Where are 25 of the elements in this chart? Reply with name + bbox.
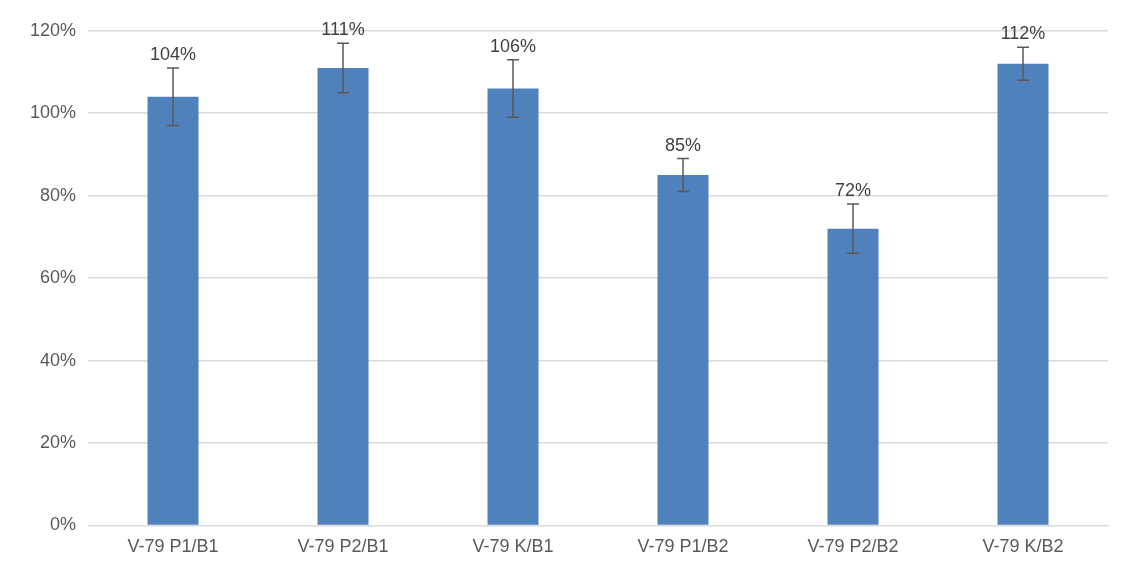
bar — [827, 228, 879, 525]
x-tick-label: V-79 K/B2 — [982, 536, 1064, 557]
data-label: 111% — [321, 19, 365, 40]
x-tick-label: V-79 P1/B2 — [637, 536, 729, 557]
bar — [997, 63, 1049, 525]
y-tick-label: 80% — [40, 184, 77, 205]
data-label: 106% — [490, 35, 537, 56]
y-tick-label: 20% — [40, 431, 77, 452]
y-tick-label: 60% — [40, 267, 77, 288]
data-label: 85% — [665, 134, 702, 155]
y-tick-label: 120% — [29, 19, 77, 40]
x-tick-label: V-79 P2/B2 — [807, 536, 899, 557]
data-label: 72% — [834, 179, 872, 200]
x-tick-label: V-79 K/B1 — [472, 536, 554, 557]
data-label: 104% — [150, 43, 197, 64]
bar — [657, 175, 709, 525]
y-tick-label: 40% — [40, 349, 77, 370]
y-tick-label: 0% — [50, 514, 77, 535]
x-tick-label: V-79 P1/B1 — [127, 536, 219, 557]
bar — [147, 96, 199, 525]
bar — [487, 88, 539, 525]
bar — [317, 67, 369, 525]
data-label: 112% — [1000, 23, 1046, 44]
x-tick-label: V-79 P2/B1 — [297, 536, 389, 557]
y-tick-label: 100% — [29, 102, 77, 123]
